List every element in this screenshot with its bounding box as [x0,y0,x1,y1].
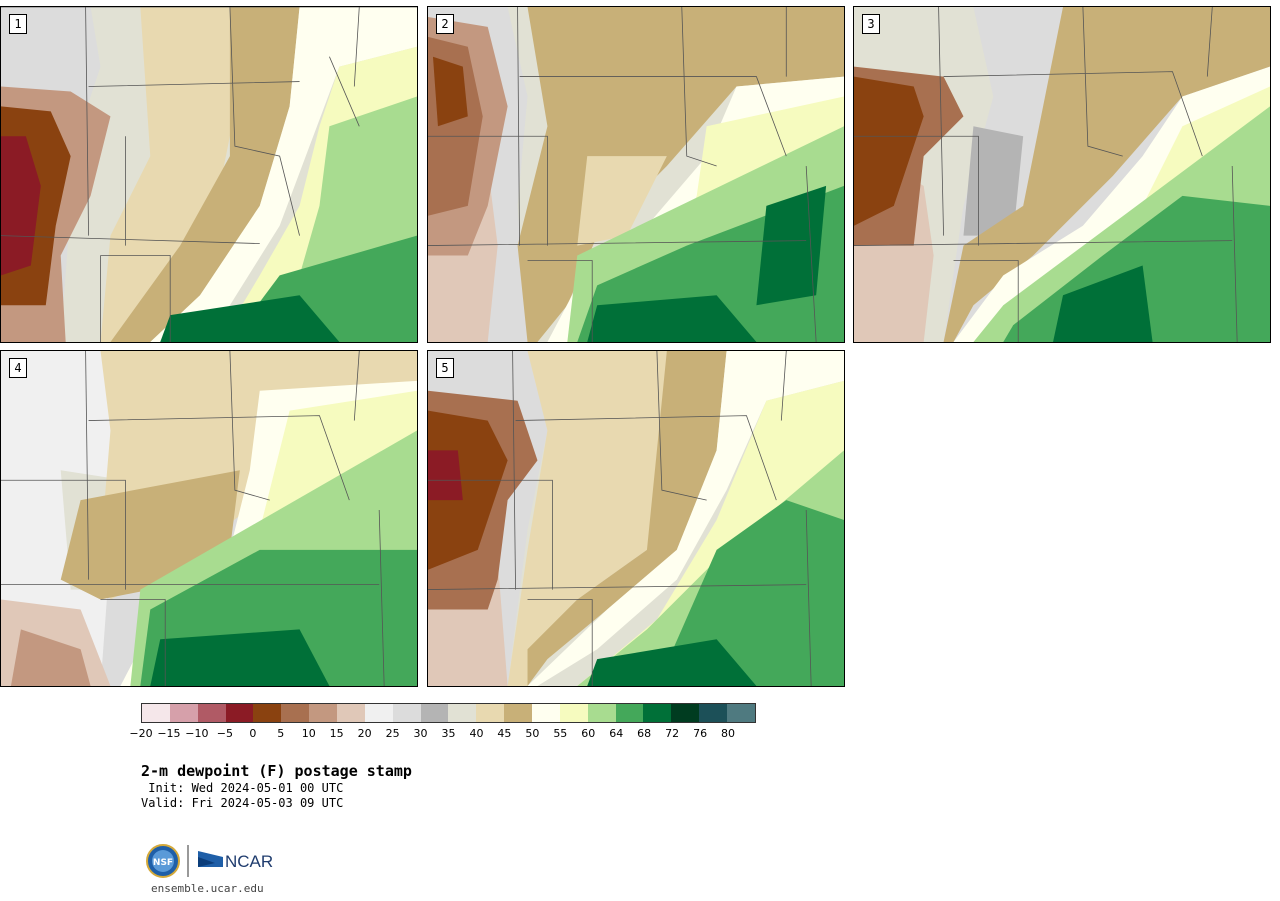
colorbar-swatch [392,704,421,722]
colorbar-swatch [727,704,755,722]
colorbar-tick-label: 64 [609,727,624,740]
dewpoint-map-3 [854,7,1270,342]
nsf-logo: NSF [146,844,180,878]
colorbar-swatch [420,704,449,722]
colorbar-swatch [699,704,728,722]
colorbar-swatch [309,704,338,722]
colorbar-tick-label: 60 [581,727,596,740]
colorbar-swatch [643,704,672,722]
panel-number: 3 [862,14,880,34]
colorbar-swatch [253,704,282,722]
panel-number: 5 [436,358,454,378]
colorbar-swatch [532,704,560,722]
colorbar-tick-label: 35 [441,727,456,740]
colorbar-swatch [615,704,644,722]
colorbar-tick-label: 5 [277,727,285,740]
colorbar-tick-label: 25 [385,727,400,740]
colorbar-swatch [281,704,310,722]
product-title: 2-m dewpoint (F) postage stamp [141,762,412,780]
colorbar-tick-label: −5 [216,727,233,740]
valid-time: Valid: Fri 2024-05-03 09 UTC [141,796,344,810]
ensemble-member-panel-3: 3 [853,6,1271,343]
sponsor-logos: NSF NCAR [145,843,275,879]
panel-number: 4 [9,358,27,378]
ensemble-member-panel-2: 2 [427,6,845,343]
colorbar-tick-label: 76 [693,727,708,740]
colorbar-tick-label: 40 [469,727,484,740]
nsf-logo-text: NSF [153,858,173,868]
colorbar-tick-label: 20 [357,727,372,740]
colorbar-tick-label: −10 [185,727,209,740]
colorbar-swatch [225,704,254,722]
colorbar-swatch [337,704,365,722]
dewpoint-map-4 [1,351,417,686]
dewpoint-map-5 [428,351,844,686]
colorbar-swatch [587,704,616,722]
colorbar-tick-label: 10 [301,727,316,740]
colorbar-tick-label: 0 [249,727,257,740]
ncar-logo-text: NCAR [225,852,273,871]
ensemble-member-panel-4: 4 [0,350,418,687]
colorbar-swatch [364,704,393,722]
site-url: ensemble.ucar.edu [151,882,264,895]
colorbar-swatch [671,704,700,722]
colorbar-tick-label: −15 [157,727,181,740]
colorbar-tick-label: −20 [129,727,153,740]
colorbar-tick-label: 80 [721,727,736,740]
dewpoint-map-2 [428,7,844,342]
panel-number: 1 [9,14,27,34]
colorbar-tick-label: 55 [553,727,568,740]
dewpoint-map-1 [1,7,417,342]
dewpoint-colorbar [141,703,756,723]
title-block: 2-m dewpoint (F) postage stamp Init: Wed… [141,761,412,811]
colorbar-swatch [142,704,170,722]
colorbar-tick-label: 45 [497,727,512,740]
colorbar-tick-label: 68 [637,727,652,740]
ensemble-member-panel-5: 5 [427,350,845,687]
ncar-logo: NCAR [198,851,273,871]
colorbar-swatch [559,704,588,722]
colorbar-tick-labels: −20 −15 −10 −5 0 5 10 15 20 25 30 35 40 45 50 55 60 64 68 7… [129,727,756,741]
colorbar-swatch [476,704,505,722]
init-time: Init: Wed 2024-05-01 00 UTC [141,781,344,795]
colorbar-tick-label: 30 [413,727,428,740]
ensemble-member-panel-1: 1 [0,6,418,343]
colorbar-swatch [169,704,198,722]
colorbar-tick-label: 72 [665,727,680,740]
colorbar-swatch [504,704,533,722]
colorbar-tick-label: 15 [329,727,344,740]
panel-number: 2 [436,14,454,34]
colorbar-swatch [197,704,226,722]
colorbar-swatch [448,704,477,722]
colorbar-tick-label: 50 [525,727,540,740]
